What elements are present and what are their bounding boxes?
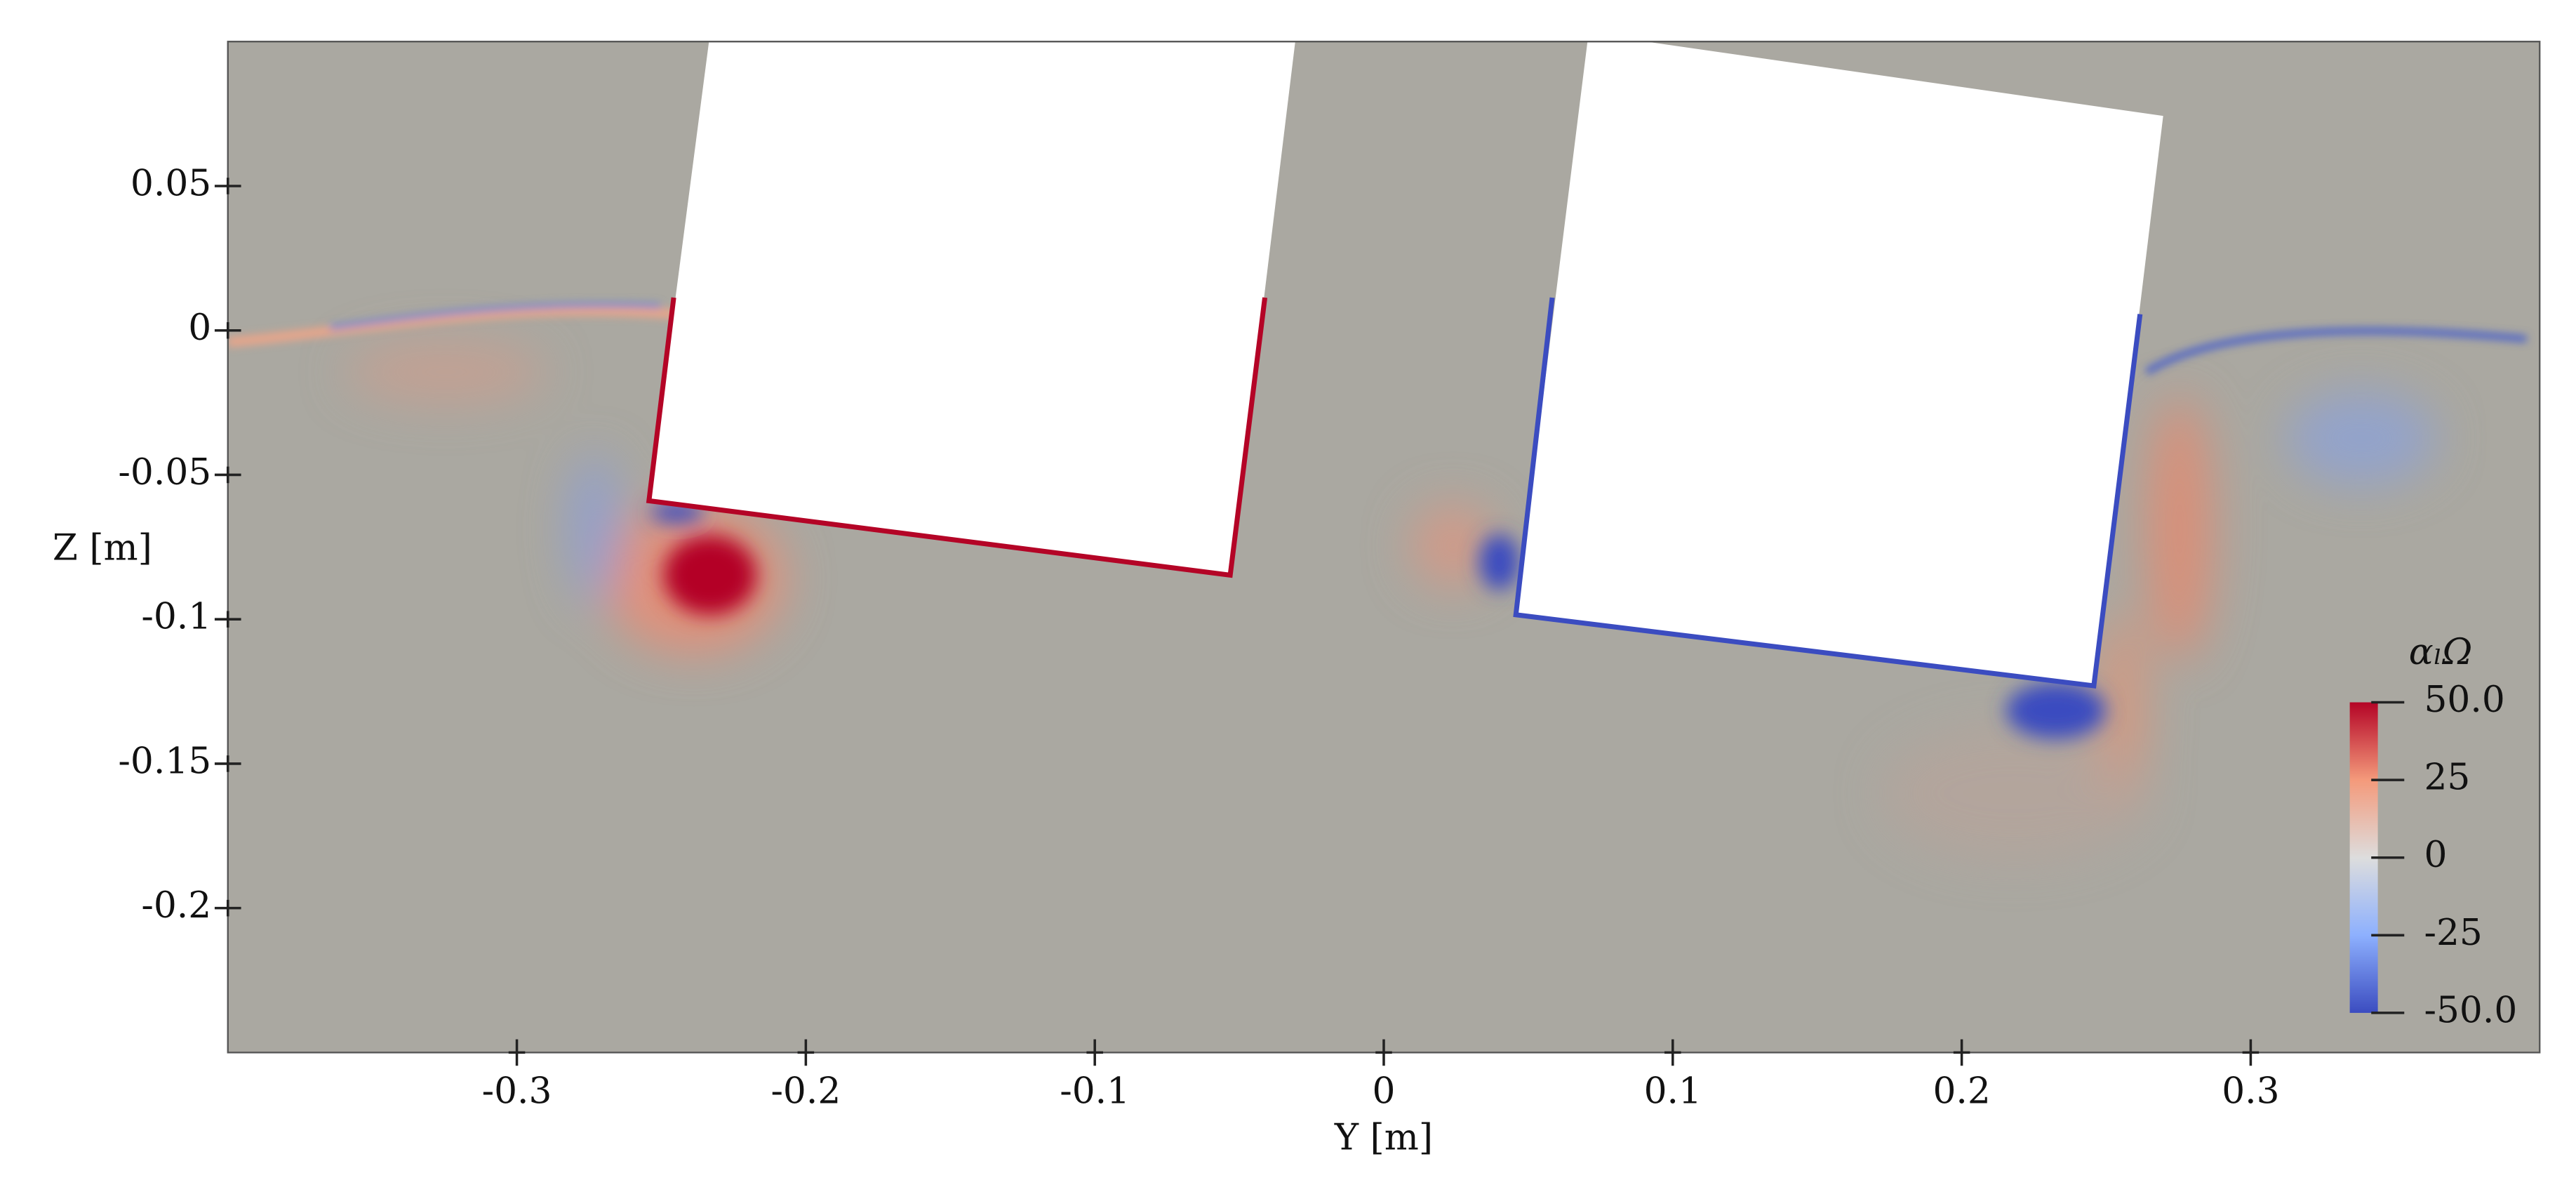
right-body-boundary-layer [1513,297,2143,689]
x-tick-label: -0.1 [1060,1070,1130,1113]
colorbar-tick-label: 25 [2424,757,2471,799]
vortices [650,502,2106,739]
x-tick-label: 0.2 [1933,1070,1990,1113]
colorbar-tick-label: 0 [2424,834,2448,876]
y-tick-label: -0.05 [118,451,211,493]
x-tick-label: -0.3 [482,1070,552,1113]
colorbar-tick-label: 50.0 [2424,679,2505,721]
y-tick-label: -0.15 [118,740,211,782]
right-body [1516,41,2163,686]
field [227,41,2540,1053]
left-body [648,41,1295,576]
field-features [347,342,2436,860]
x-tick-label: 0.3 [2222,1070,2279,1113]
free-surface [227,302,2527,375]
x-tick-label: -0.2 [770,1070,841,1113]
left-body-boundary-layer [646,297,1268,578]
colorbar-tick-label: -50.0 [2424,989,2518,1031]
y-tick-label: -0.1 [141,596,211,638]
y-axis-label: Z [m] [53,527,152,569]
x-tick-label: 0.1 [1644,1070,1702,1113]
x-axis-label: Y [m] [1334,1117,1433,1159]
x-tick-label: 0 [1373,1070,1396,1113]
y-tick-label: -0.2 [141,884,211,927]
y-tick-label: 0.05 [131,162,211,204]
colorbar-tick-label: -25 [2424,912,2483,954]
y-tick-label: 0 [188,307,211,349]
colorbar-title: αₗΩ [2409,631,2472,673]
